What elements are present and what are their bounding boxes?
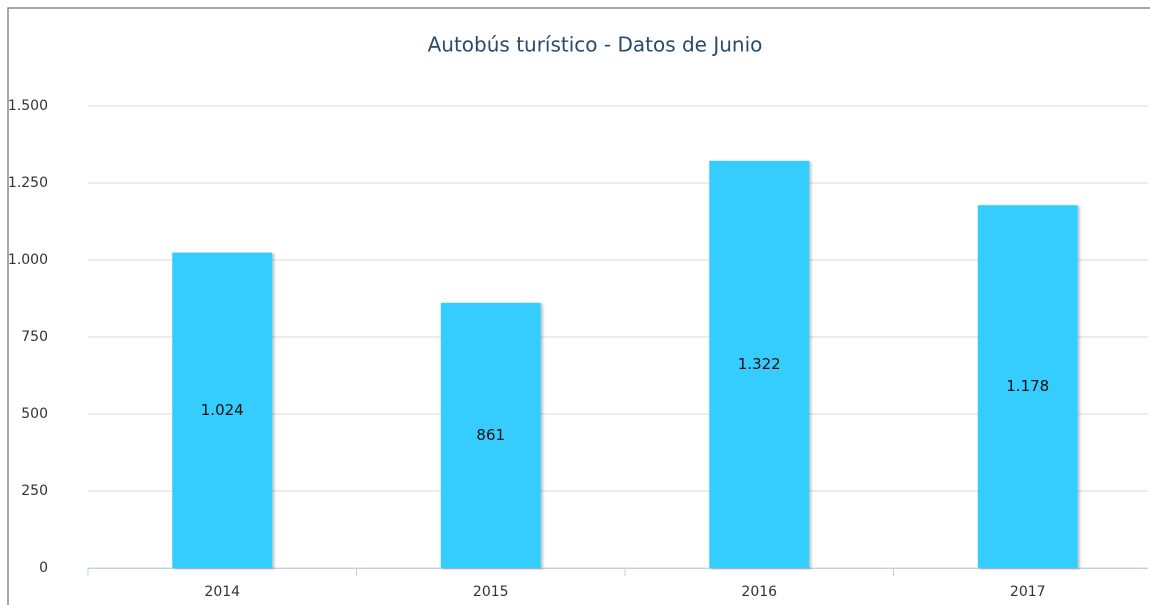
bar [172,252,273,568]
y-tick-label: 750 [21,329,48,345]
data-label: 1.178 [1006,377,1049,395]
x-tick-label: 2014 [204,584,240,600]
x-tick-label: 2017 [1010,584,1046,600]
data-label: 1.024 [201,401,244,419]
x-tick-label: 2015 [473,584,509,600]
y-tick-label: 0 [39,560,48,576]
y-tick-label: 1.000 [8,252,48,268]
y-tick-label: 1.500 [8,98,48,114]
y-tick-label: 250 [21,483,48,499]
data-label: 1.322 [738,355,781,373]
x-tick-label: 2016 [741,584,777,600]
frame [7,7,1150,605]
data-label: 861 [476,426,505,444]
y-tick-label: 1.250 [8,175,48,191]
bar [709,160,810,568]
y-tick-label: 500 [21,406,48,422]
chart-title: Autobús turístico - Datos de Junio [428,33,763,57]
bar [440,302,541,568]
bar [977,205,1078,568]
